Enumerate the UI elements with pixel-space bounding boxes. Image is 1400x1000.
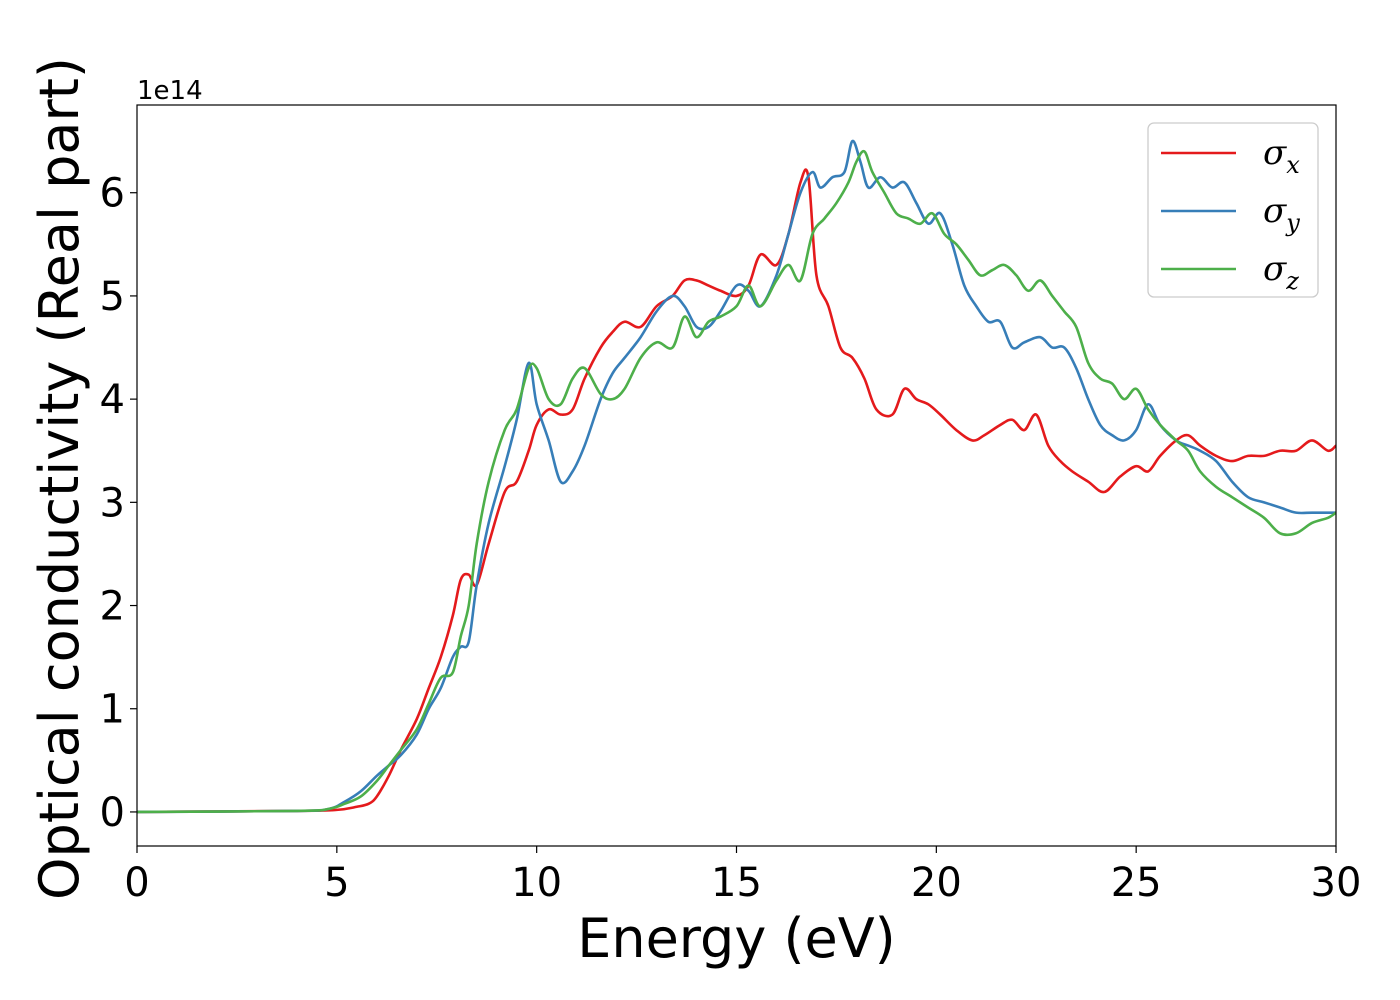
series-line-z xyxy=(137,149,1336,814)
y-tick-label: 5 xyxy=(100,274,125,320)
x-tick-label: 25 xyxy=(1111,860,1162,906)
x-axis-label: Energy (eV) xyxy=(577,907,896,970)
legend-label-x: σx xyxy=(1263,133,1300,179)
series-line-y xyxy=(137,139,1336,814)
y-tick-label: 0 xyxy=(100,790,125,836)
legend-label-y: σy xyxy=(1263,191,1300,237)
y-axis-label: Optical conductivity (Real part) xyxy=(28,57,91,900)
y-tick-label: 4 xyxy=(100,377,125,423)
y-tick-label: 6 xyxy=(100,171,125,217)
y-tick-label: 3 xyxy=(100,480,125,526)
series-layer xyxy=(137,139,1336,814)
y-tick-label: 2 xyxy=(100,584,125,630)
x-tick-label: 0 xyxy=(124,860,149,906)
y-axis: 0 1 2 3 4 5 6 xyxy=(100,171,137,836)
x-tick-label: 10 xyxy=(511,860,562,906)
legend: σx σy σz xyxy=(1147,122,1319,298)
x-tick-label: 20 xyxy=(911,860,962,906)
x-tick-label: 30 xyxy=(1311,860,1362,906)
legend-label-z: σz xyxy=(1263,249,1299,295)
x-tick-label: 15 xyxy=(711,860,762,906)
x-axis: 0 5 10 15 20 25 30 xyxy=(124,846,1361,906)
x-tick-label: 5 xyxy=(324,860,349,906)
y-tick-label: 1 xyxy=(100,687,125,733)
y-offset-label: 1e14 xyxy=(137,76,203,106)
series-line-x xyxy=(137,168,1336,814)
